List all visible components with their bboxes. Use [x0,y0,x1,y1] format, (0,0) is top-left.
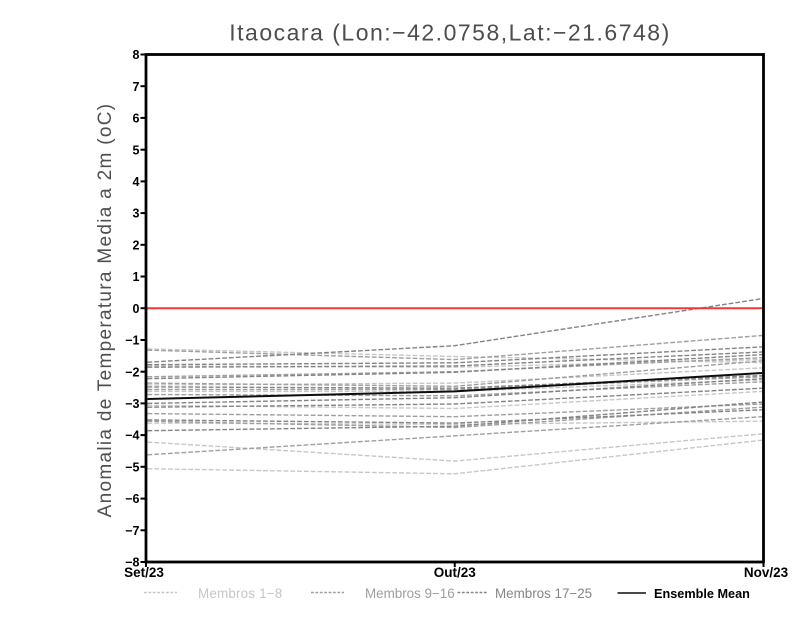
svg-text:Itaocara (Lon:−42.0758,Lat:−21: Itaocara (Lon:−42.0758,Lat:−21.6748) [229,20,670,46]
svg-text:Out/23: Out/23 [434,565,477,580]
svg-text:−6: −6 [125,492,139,506]
svg-text:7: 7 [133,80,140,94]
svg-text:Membros 17−25: Membros 17−25 [495,586,592,601]
svg-text:3: 3 [133,207,140,221]
svg-text:Ensemble Mean: Ensemble Mean [654,587,750,601]
svg-text:8: 8 [133,48,140,62]
svg-text:0: 0 [133,302,140,316]
svg-text:Nov/23: Nov/23 [744,565,789,580]
svg-text:6: 6 [133,112,140,126]
svg-text:4: 4 [133,175,140,189]
svg-text:−1: −1 [125,334,139,348]
svg-text:Membros 9−16: Membros 9−16 [365,586,455,601]
svg-text:2: 2 [133,238,140,252]
svg-text:−3: −3 [125,397,139,411]
svg-text:Anomalia de Temperatura Media: Anomalia de Temperatura Media a 2m (oC) [95,103,116,518]
svg-text:−7: −7 [125,524,139,538]
svg-text:Set/23: Set/23 [124,565,164,580]
svg-text:−4: −4 [125,429,139,443]
svg-text:Membros 1−8: Membros 1−8 [198,586,282,601]
svg-text:−8: −8 [125,556,139,570]
svg-text:1: 1 [133,270,140,284]
svg-text:−5: −5 [125,460,139,474]
svg-text:5: 5 [133,143,140,157]
svg-text:−2: −2 [125,365,139,379]
